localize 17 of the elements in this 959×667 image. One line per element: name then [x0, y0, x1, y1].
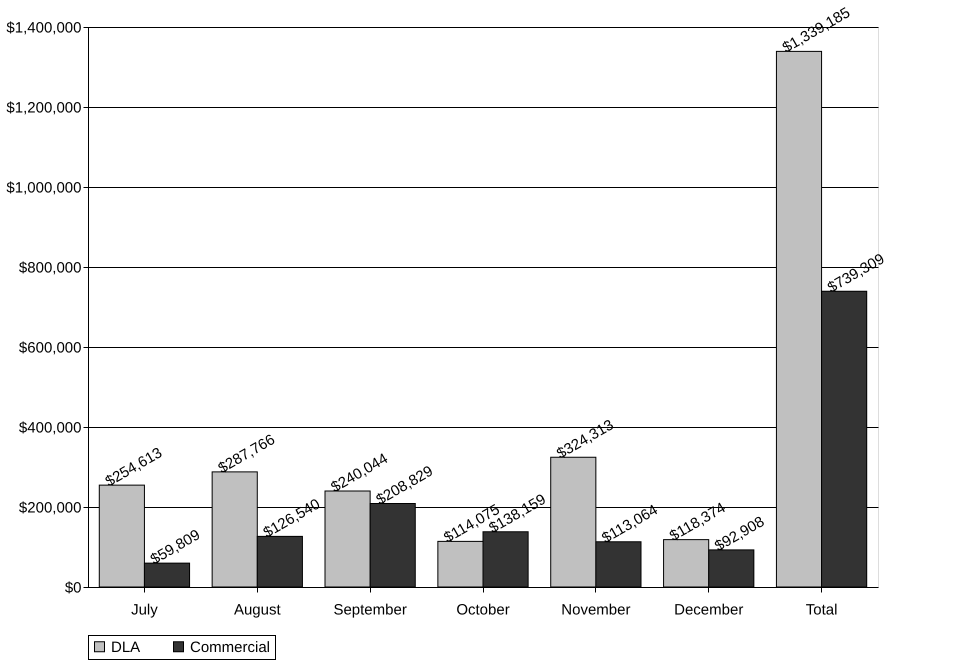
y-tick-label: $1,200,000	[6, 100, 82, 116]
x-tick-label: September	[333, 602, 407, 618]
x-tick-label: October	[456, 602, 510, 618]
y-tick-label: $200,000	[18, 500, 82, 516]
y-tick-label: $0	[64, 580, 82, 596]
x-tick-label: Total	[806, 602, 838, 618]
y-tick-label: $1,400,000	[6, 20, 82, 36]
x-tick-label: November	[561, 602, 630, 618]
legend-label: Commercial	[190, 638, 270, 656]
x-tick-label: July	[131, 602, 158, 618]
y-tick-label: $800,000	[18, 260, 82, 276]
y-tick-label: $1,000,000	[6, 180, 82, 196]
y-tick-label: $400,000	[18, 420, 82, 436]
legend-label: DLA	[111, 638, 140, 656]
x-tick-label: December	[674, 602, 744, 618]
y-tick-label: $600,000	[18, 340, 82, 356]
x-tick-label: August	[234, 602, 282, 618]
